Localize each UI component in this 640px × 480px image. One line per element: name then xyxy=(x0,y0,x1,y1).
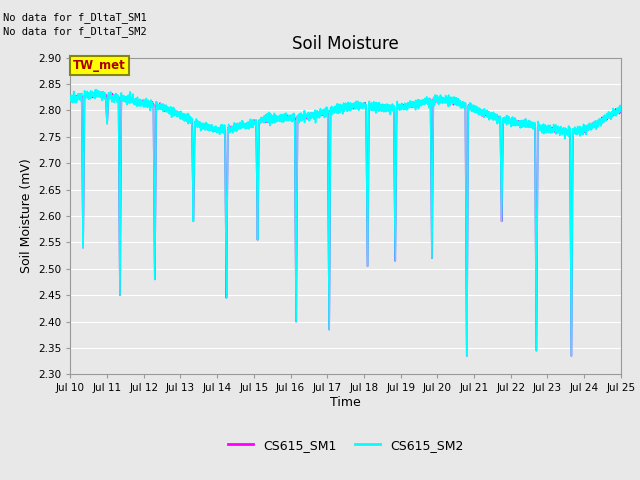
Text: TW_met: TW_met xyxy=(73,59,126,72)
Legend: CS615_SM1, CS615_SM2: CS615_SM1, CS615_SM2 xyxy=(223,434,468,457)
Title: Soil Moisture: Soil Moisture xyxy=(292,35,399,53)
Y-axis label: Soil Moisture (mV): Soil Moisture (mV) xyxy=(20,158,33,274)
X-axis label: Time: Time xyxy=(330,396,361,409)
Text: No data for f_DltaT_SM1: No data for f_DltaT_SM1 xyxy=(3,12,147,23)
Text: No data for f_DltaT_SM2: No data for f_DltaT_SM2 xyxy=(3,26,147,37)
